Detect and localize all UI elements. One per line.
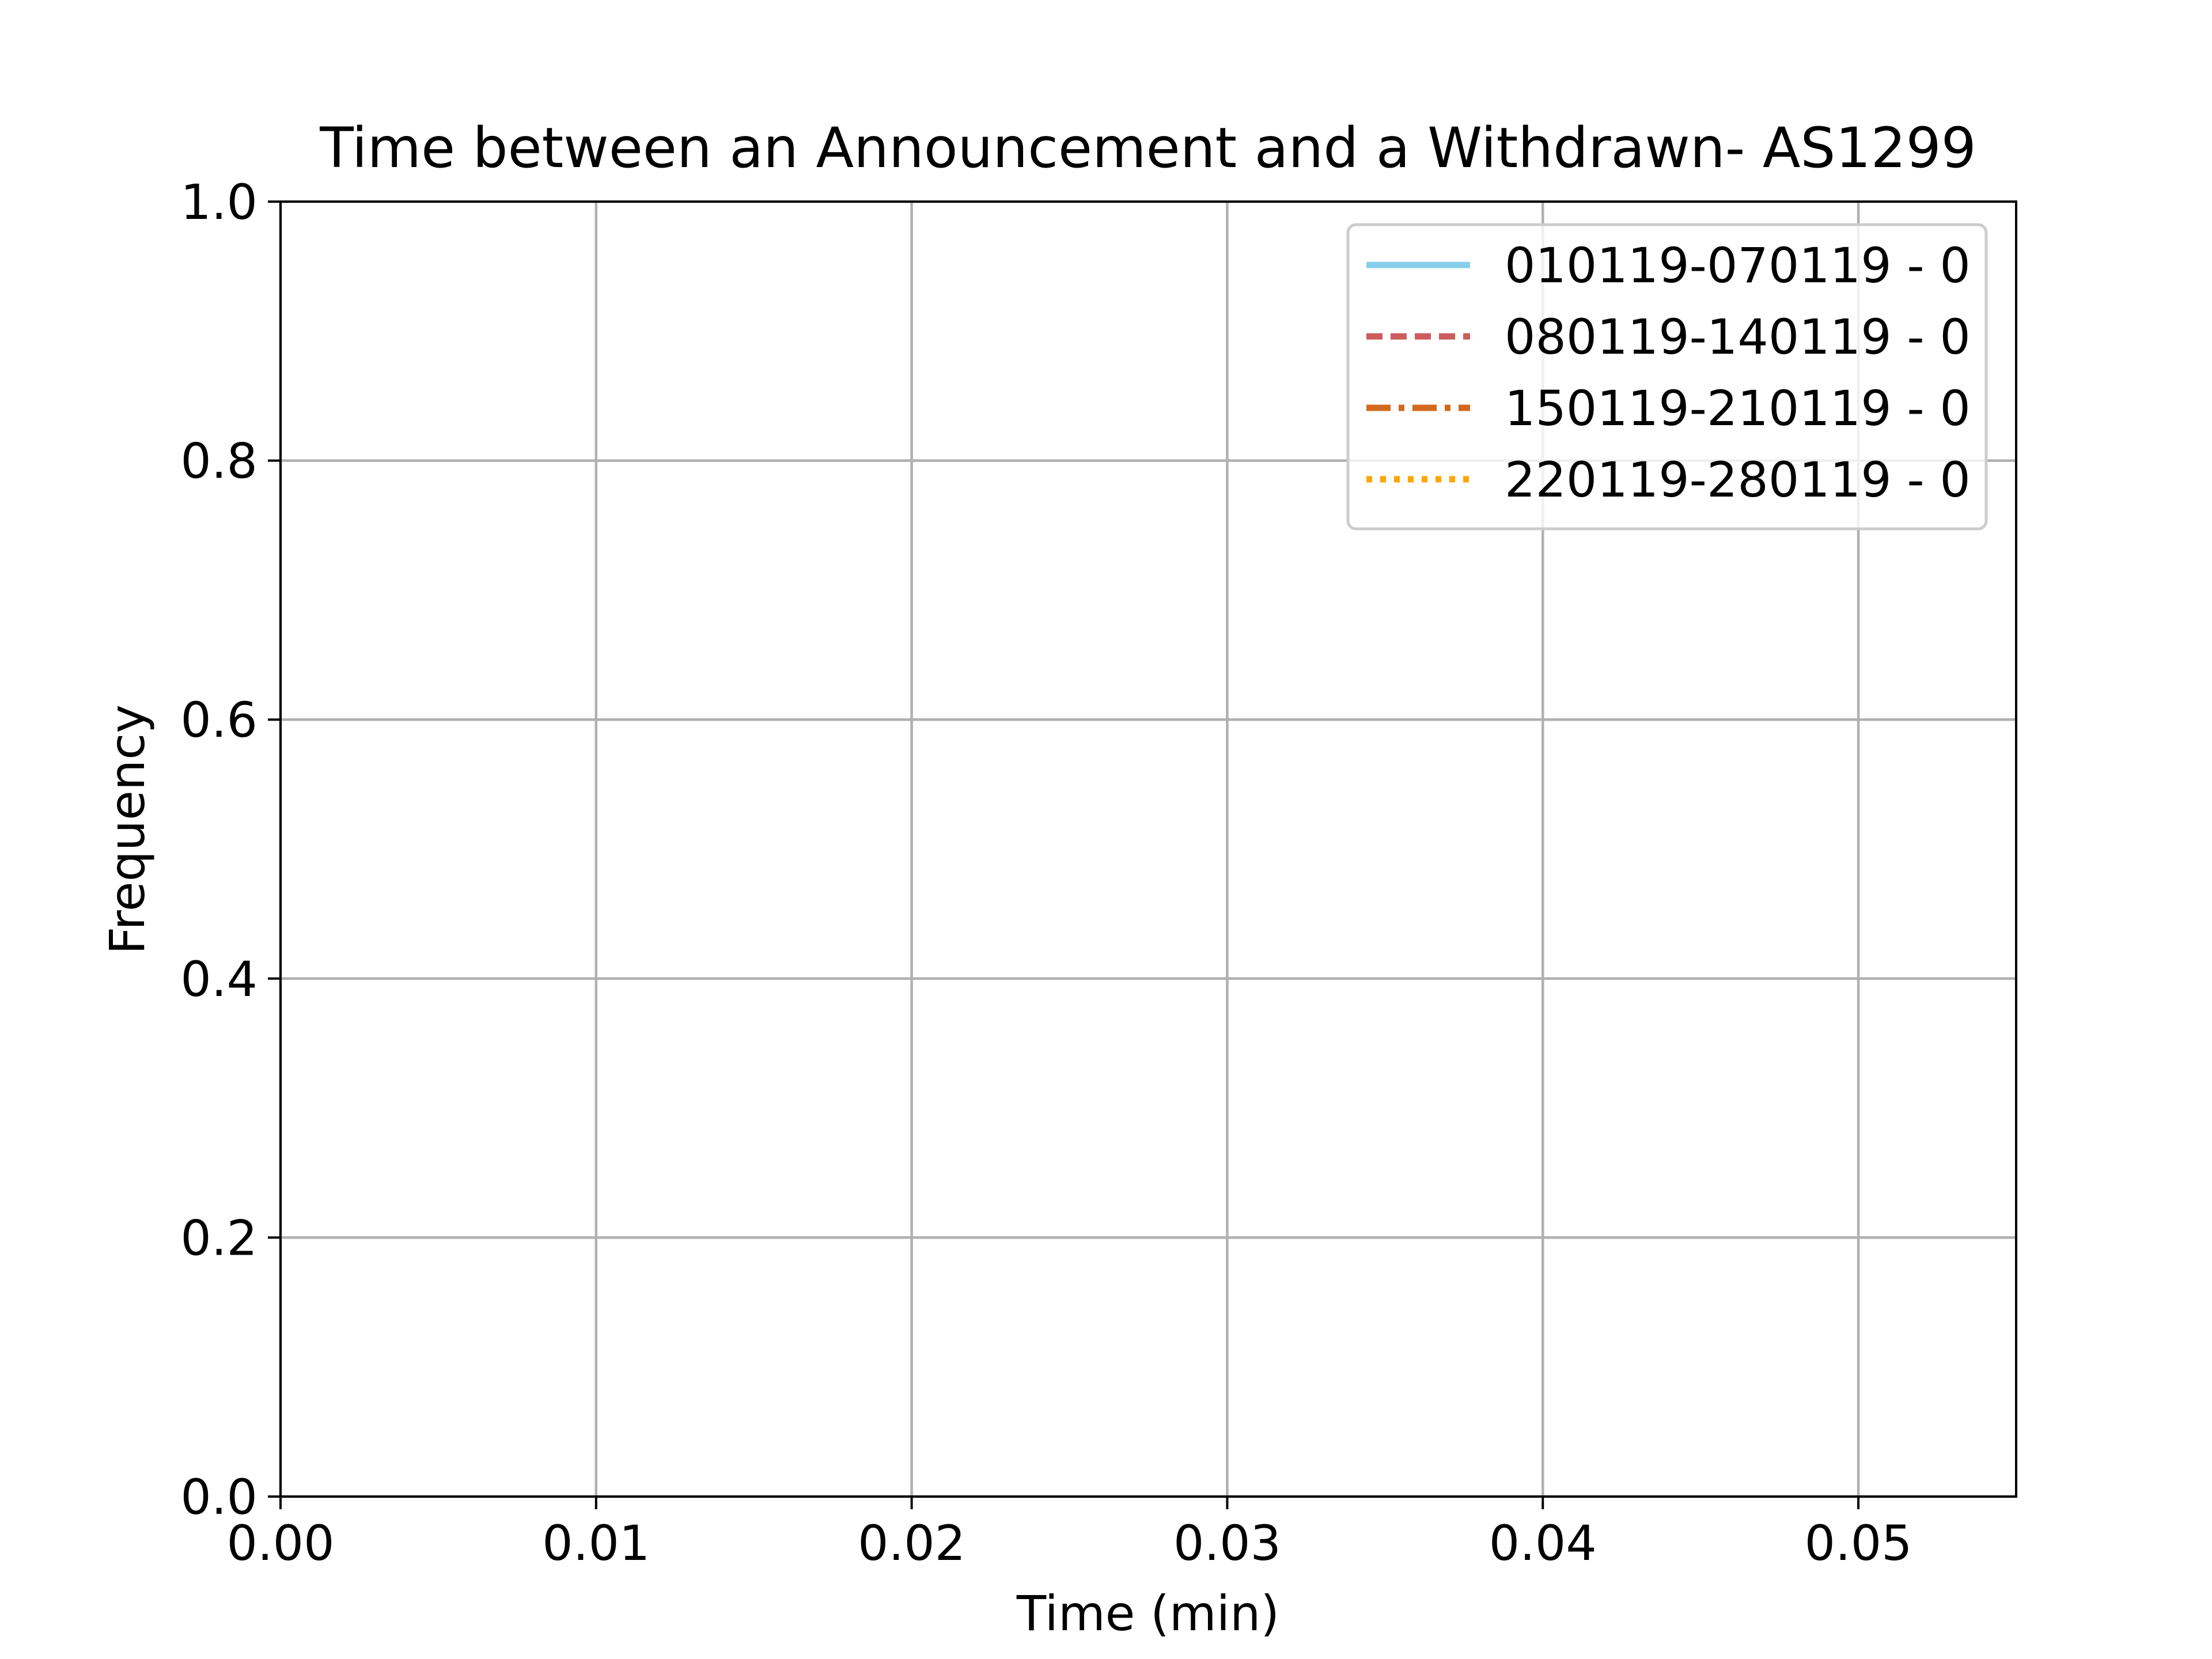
legend-label-4: 220119-280119 - 0 bbox=[1505, 452, 1971, 508]
x-axis: 0.00 0.01 0.02 0.03 0.04 0.05 bbox=[226, 1497, 1912, 1571]
legend-label-1: 010119-070119 - 0 bbox=[1505, 237, 1971, 294]
y-tick-label: 0.6 bbox=[180, 692, 257, 748]
x-tick-label: 0.04 bbox=[1489, 1515, 1597, 1571]
x-tick-label: 0.00 bbox=[226, 1515, 334, 1571]
y-axis: 0.0 0.2 0.4 0.6 0.8 1.0 bbox=[180, 174, 281, 1525]
legend-label-3: 150119-210119 - 0 bbox=[1505, 380, 1971, 437]
y-tick-label: 0.8 bbox=[180, 433, 257, 490]
y-tick-label: 1.0 bbox=[180, 174, 257, 230]
legend-box bbox=[1346, 223, 1988, 531]
y-tick-label: 0.0 bbox=[180, 1469, 257, 1525]
x-tick-label: 0.01 bbox=[542, 1515, 650, 1571]
x-tick-label: 0.02 bbox=[858, 1515, 965, 1571]
x-tick-label: 0.05 bbox=[1805, 1515, 1912, 1571]
x-axis-label: Time (min) bbox=[1016, 1585, 1279, 1642]
x-tick-label: 0.03 bbox=[1173, 1515, 1281, 1571]
y-tick-label: 0.4 bbox=[180, 951, 257, 1007]
y-tick-label: 0.2 bbox=[180, 1210, 257, 1266]
plot-frame bbox=[279, 200, 2017, 1498]
legend: 010119-070119 - 0 080119-140119 - 0 150119… bbox=[1346, 223, 1988, 531]
y-axis-label: Frequency bbox=[99, 704, 156, 955]
chart-title: Time between an Announcement and a Withd… bbox=[319, 116, 1976, 180]
legend-label-2: 080119-140119 - 0 bbox=[1505, 309, 1971, 365]
